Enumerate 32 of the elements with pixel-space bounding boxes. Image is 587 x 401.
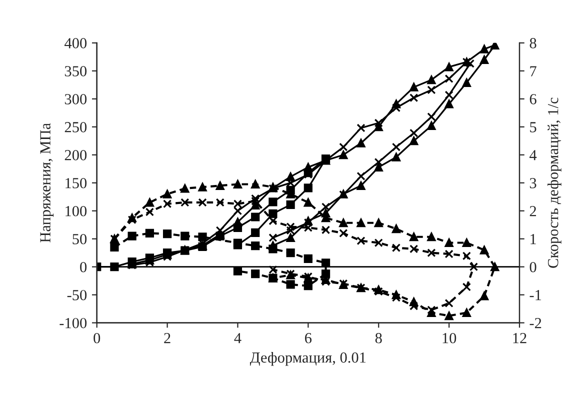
y2-tick-label: 0 (530, 262, 536, 272)
y-tick-label: 50 (72, 234, 87, 244)
x-tick-label: 4 (234, 333, 242, 344)
y-tick-label: 0 (80, 262, 87, 272)
y-tick-label: 250 (64, 122, 87, 132)
x-tick-label: 0 (94, 332, 100, 344)
y-tick-label: 200 (64, 150, 87, 160)
y-tick-label: 300 (64, 94, 87, 104)
x-tick-label: 2 (164, 333, 170, 344)
x-axis-title: Деформация, 0.01 (250, 352, 366, 366)
y2-axis-title: Скорость деформаций, 1/с (548, 98, 562, 268)
x-tick-label: 12 (513, 333, 526, 344)
y2-tick-label: 4 (530, 150, 537, 160)
y2-tick-label: 1 (530, 234, 536, 244)
y2-tick-label: 6 (530, 94, 536, 104)
y-tick-label: -50 (67, 290, 87, 300)
y-axis-title: Напряжения, МПа (40, 123, 54, 242)
y2-tick-label: 2 (530, 206, 536, 216)
x-tick-label: 10 (442, 332, 456, 344)
y2-tick-label: 5 (530, 122, 536, 132)
y-tick-label: 350 (64, 66, 87, 76)
y-tick-label: -100 (60, 318, 87, 328)
y-tick-label: 400 (64, 38, 87, 48)
y-tick-label: 150 (66, 178, 87, 188)
y-tick-label: 100 (66, 206, 87, 216)
x-tick-label: 8 (375, 332, 382, 344)
y2-tick-label: 3 (530, 178, 536, 188)
y2-tick-label: -2 (530, 318, 542, 328)
y2-tick-label: 8 (530, 38, 536, 48)
x-tick-label: 6 (305, 333, 312, 344)
y2-tick-label: -1 (530, 290, 542, 300)
y2-tick-label: 7 (530, 66, 536, 76)
